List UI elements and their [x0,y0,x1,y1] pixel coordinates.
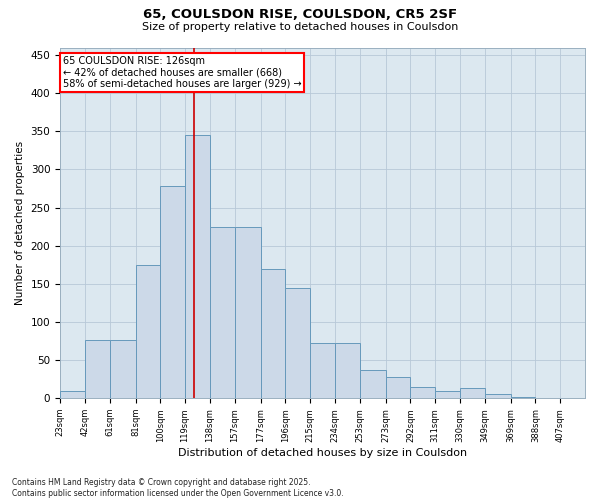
Text: Contains HM Land Registry data © Crown copyright and database right 2025.
Contai: Contains HM Land Registry data © Crown c… [12,478,344,498]
Bar [85,340,110,398]
Bar [359,370,386,398]
Bar [110,340,136,398]
Bar [185,135,210,398]
X-axis label: Distribution of detached houses by size in Coulsdon: Distribution of detached houses by size … [178,448,467,458]
Bar [485,394,511,398]
Bar [235,228,260,398]
Bar [435,390,460,398]
Bar [310,344,335,398]
Bar [410,387,435,398]
Bar [210,228,235,398]
Y-axis label: Number of detached properties: Number of detached properties [15,141,25,305]
Bar [160,186,185,398]
Text: Size of property relative to detached houses in Coulsdon: Size of property relative to detached ho… [142,22,458,32]
Bar [386,377,410,398]
Bar [260,268,286,398]
Bar [335,344,359,398]
Bar [60,390,85,398]
Text: 65, COULSDON RISE, COULSDON, CR5 2SF: 65, COULSDON RISE, COULSDON, CR5 2SF [143,8,457,20]
Bar [286,288,310,398]
Text: 65 COULSDON RISE: 126sqm
← 42% of detached houses are smaller (668)
58% of semi-: 65 COULSDON RISE: 126sqm ← 42% of detach… [62,56,301,90]
Bar [136,265,160,398]
Bar [460,388,485,398]
